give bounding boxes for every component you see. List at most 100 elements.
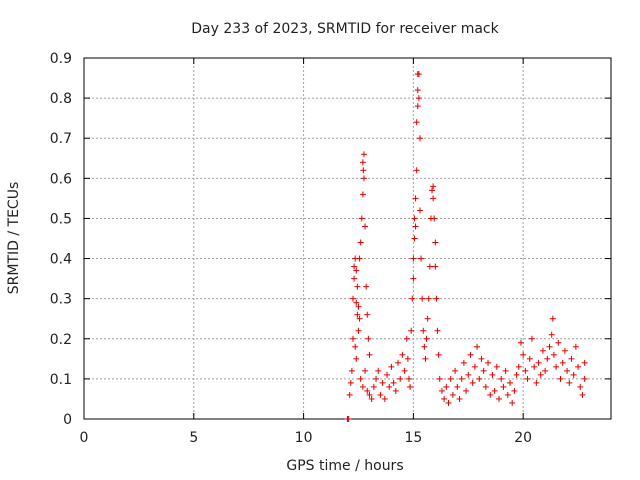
data-point [476,375,483,382]
data-point [424,315,431,322]
data-point [533,379,540,386]
grid-lines [84,58,611,419]
data-point [357,239,364,246]
data-point [370,383,377,390]
data-point [496,395,503,402]
data-point [359,191,366,198]
data-point [506,379,513,386]
data-point [359,159,366,166]
data-point [553,363,560,370]
data-point [354,311,361,318]
data-point [368,395,375,402]
data-point [399,351,406,358]
data-point [546,343,553,350]
data-point [366,391,373,398]
data-point [570,371,577,378]
data-point [355,303,362,310]
data-point [416,135,423,142]
data-point [491,387,498,394]
data-point [465,371,472,378]
data-point [517,339,524,346]
data-point [416,207,423,214]
data-point [360,167,367,174]
data-point [395,359,402,366]
data-point [471,363,478,370]
data-point [443,383,450,390]
data-point [550,351,557,358]
data-point [388,363,395,370]
data-point [581,359,588,366]
data-point [386,383,393,390]
data-point [535,359,542,366]
data-point [515,363,522,370]
y-axis-label: SRMTID / TECUs [6,182,22,295]
data-point [454,383,461,390]
y-tick-label: 0.4 [50,252,72,268]
y-tick-label: 0.8 [50,91,72,107]
data-point [426,263,433,270]
data-point [509,399,516,406]
data-point [413,167,420,174]
data-point [500,383,507,390]
data-point [421,343,428,350]
data-point [351,263,358,270]
data-point [423,335,430,342]
data-point [358,215,365,222]
data-point [348,367,355,374]
data-point [363,283,370,290]
data-point [356,315,363,322]
data-point [493,363,500,370]
data-point [420,327,427,334]
data-point [566,379,573,386]
data-point [377,391,384,398]
data-point [485,359,492,366]
data-point [353,267,360,274]
data-point [379,379,386,386]
data-point [431,215,438,222]
data-point [404,355,411,362]
data-point [432,263,439,270]
data-point [429,187,436,194]
data-point [498,375,505,382]
y-tick-label: 0.1 [50,372,72,388]
data-point [412,195,419,202]
data-point [579,391,586,398]
data-point [561,347,568,354]
data-point [548,331,555,338]
data-point [425,295,432,302]
data-point [478,355,485,362]
data-point [411,235,418,242]
x-tick-label: 20 [514,430,532,446]
data-point [410,275,417,282]
data-point [407,383,414,390]
data-point [359,383,366,390]
data-point [345,416,352,422]
data-point [458,375,465,382]
data-point [432,239,439,246]
data-point [555,339,562,346]
data-point [365,335,372,342]
data-point [349,335,356,342]
data-point [353,355,360,362]
data-point [528,335,535,342]
data-point [434,327,441,334]
data-point [408,327,415,334]
data-point [381,395,388,402]
y-tick-label: 0.3 [50,292,72,308]
data-point [401,367,408,374]
data-point [526,355,533,362]
data-point [366,351,373,358]
plot-frame [83,57,612,420]
data-point [354,283,361,290]
data-point [346,391,353,398]
data-point [487,391,494,398]
data-point [480,367,487,374]
data-point [438,387,445,394]
data-point [351,275,358,282]
data-points [344,71,588,422]
data-point [390,379,397,386]
data-point [460,359,467,366]
data-point [433,295,440,302]
y-tick-label: 0.5 [50,211,72,227]
data-point [415,71,422,78]
